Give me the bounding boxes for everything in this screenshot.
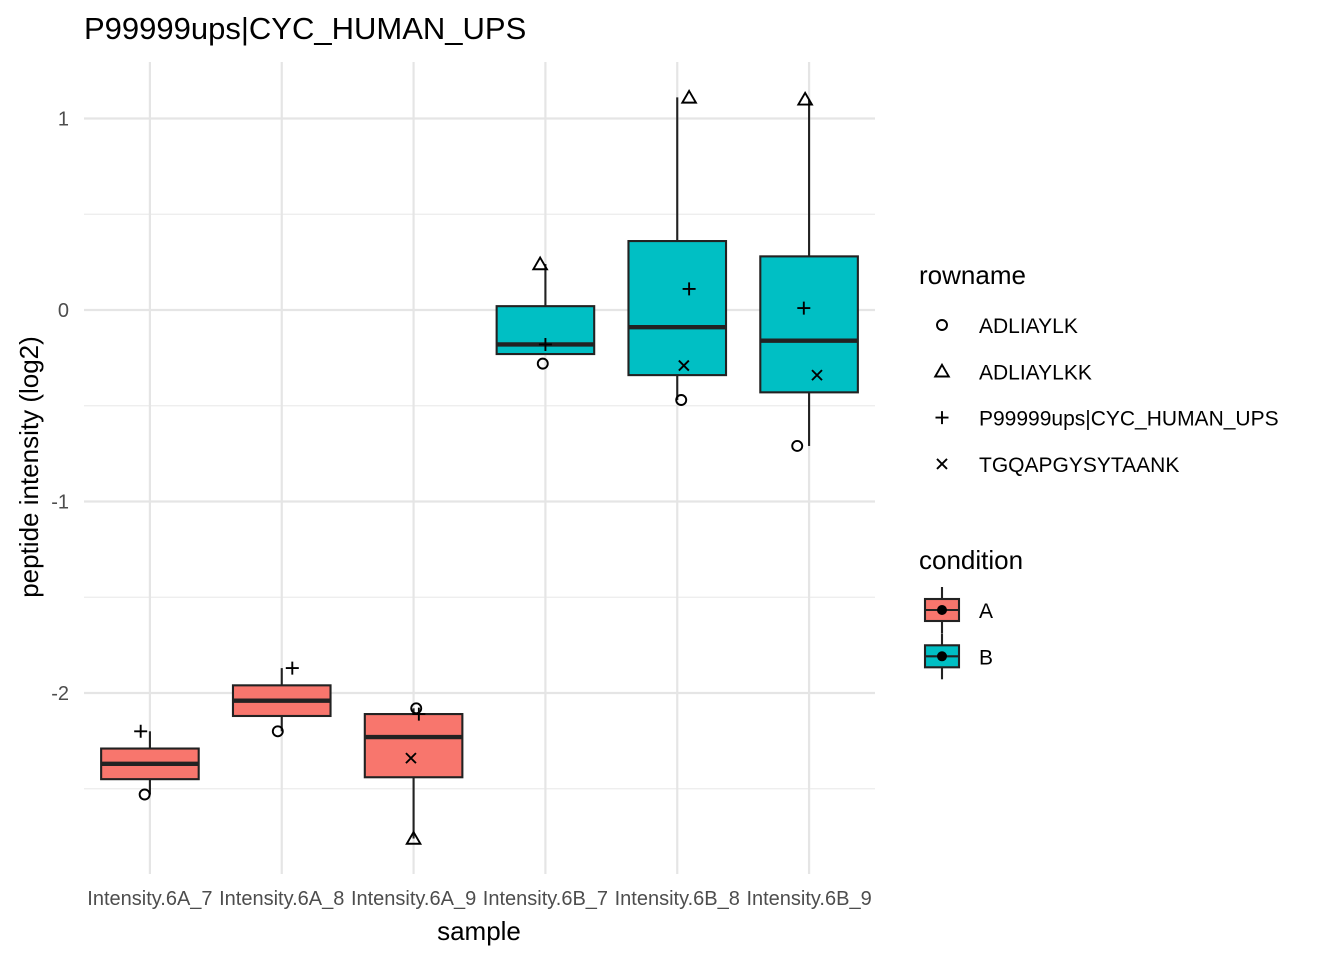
legend-key-plus [935, 411, 949, 425]
y-tick-label: 0 [58, 300, 69, 322]
x-tick-label: Intensity.6A_9 [351, 888, 476, 910]
x-tick-label: Intensity.6B_7 [483, 888, 608, 910]
legend-label: ADLIAYLK [979, 315, 1078, 338]
data-point [811, 369, 823, 381]
legend-key-dot [937, 651, 947, 662]
rowname-legend-item: ADLIAYLK [936, 315, 1078, 338]
rowname-legend-item: P99999ups|CYC_HUMAN_UPS [935, 408, 1279, 431]
x-tick-label: Intensity.6B_9 [746, 888, 871, 910]
data-point [531, 255, 549, 271]
points-layer [134, 89, 823, 845]
box-Intensity.6A_7 [100, 731, 200, 795]
condition-legend-item: B [923, 633, 993, 680]
data-point [271, 725, 284, 738]
box-Intensity.6A_8 [231, 668, 332, 732]
data-point [797, 301, 811, 315]
data-point [796, 90, 814, 106]
legend-label: A [979, 600, 993, 623]
legend-label: P99999ups|CYC_HUMAN_UPS [979, 408, 1279, 431]
x-axis-title: sample [437, 916, 521, 946]
grid-lines [84, 62, 875, 874]
condition-legend-title: condition [919, 545, 1023, 575]
data-point [680, 89, 698, 104]
box-body [363, 713, 464, 779]
x-tick-label: Intensity.6B_8 [615, 888, 740, 910]
data-point [675, 394, 688, 406]
legend-key-circle [936, 319, 948, 331]
x-tick-label: Intensity.6A_8 [219, 888, 344, 910]
box-body [759, 255, 859, 394]
legend-label: B [979, 646, 993, 669]
data-point [791, 440, 804, 452]
data-point [405, 752, 417, 764]
condition-legend-item: A [923, 587, 993, 633]
y-tick-label: -2 [51, 683, 69, 705]
boxes-layer [100, 97, 859, 839]
legend-key-cross [936, 458, 948, 470]
condition-legend: condition AB [919, 545, 1023, 680]
x-tick-label: Intensity.6A_7 [87, 888, 212, 910]
data-point [285, 661, 299, 675]
y-tick-label: 1 [58, 109, 69, 131]
rowname-legend: rowname ADLIAYLK ADLIAYLKK P99999ups|CYC_H… [919, 260, 1279, 477]
box-Intensity.6A_9 [363, 708, 464, 839]
rowname-legend-item: ADLIAYLKK [933, 361, 1092, 384]
y-tick-label: -1 [51, 492, 69, 514]
rowname-legend-title: rowname [919, 260, 1026, 290]
data-point [536, 357, 549, 370]
data-point [134, 724, 148, 738]
box-Intensity.6B_8 [627, 97, 728, 401]
legend-label: TGQAPGYSYTAANK [979, 454, 1179, 477]
box-body [627, 240, 728, 377]
y-axis-title: peptide intensity (log2) [14, 336, 44, 598]
data-point [138, 788, 151, 801]
x-axis-ticks: Intensity.6A_7 Intensity.6A_8 Intensity.6A… [87, 888, 871, 910]
box-Intensity.6B_9 [759, 99, 859, 446]
data-point [405, 830, 423, 845]
legend-key-dot [937, 605, 947, 615]
legend-key-triangle [933, 362, 951, 378]
data-point [412, 707, 426, 721]
rowname-legend-item: TGQAPGYSYTAANK [936, 454, 1179, 477]
data-point [678, 359, 690, 372]
data-point [538, 337, 552, 351]
y-axis-ticks: 1 0 -1 -2 [51, 109, 69, 706]
chart-title: P99999ups|CYC_HUMAN_UPS [84, 11, 526, 46]
data-point [682, 282, 696, 296]
legend-label: ADLIAYLKK [979, 361, 1092, 384]
